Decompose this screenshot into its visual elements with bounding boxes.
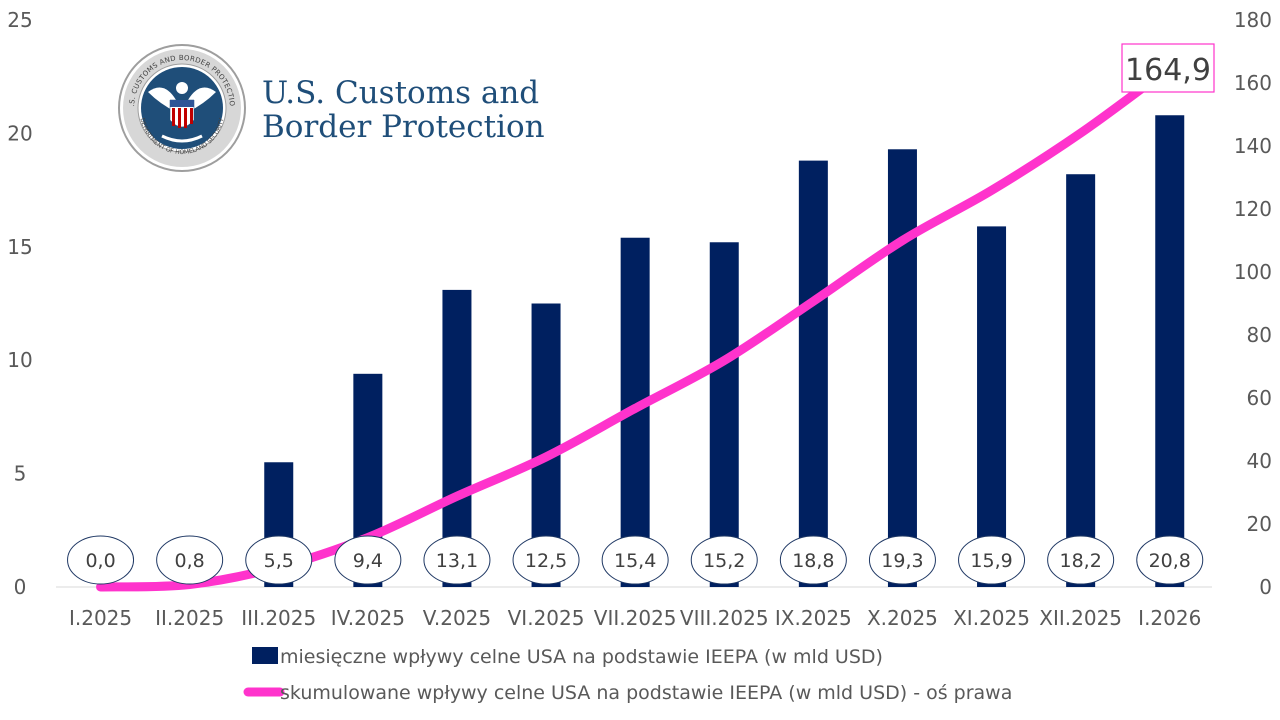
- data-label-bubble: [779, 535, 847, 585]
- data-label-text: 9,4: [353, 550, 383, 572]
- data-label-text: 18,2: [1059, 550, 1101, 572]
- data-label-bubble: [1047, 535, 1115, 585]
- right-axis-tick-label: 20: [1247, 512, 1272, 536]
- data-label-bubble: [67, 535, 135, 585]
- data-label-text: 20,8: [1149, 550, 1191, 572]
- right-axis-tick-label: 40: [1247, 449, 1272, 473]
- category-label: IX.2025: [775, 606, 852, 630]
- data-label-bubble: [690, 535, 758, 585]
- data-label: 15,9: [958, 535, 1026, 585]
- category-label: VIII.2025: [680, 606, 769, 630]
- legend-label-bars: miesięczne wpływy celne USA na podstawie…: [280, 646, 883, 668]
- right-axis-tick-label: 180: [1234, 8, 1272, 32]
- data-label-text: 0,0: [85, 550, 115, 572]
- right-axis-tick-label: 0: [1259, 575, 1272, 599]
- category-label: I.2025: [69, 606, 132, 630]
- data-label-text: 15,4: [614, 550, 656, 572]
- cumulative-callout: 164,9: [1121, 43, 1215, 93]
- left-axis-tick-label: 0: [14, 575, 27, 599]
- data-label-bubble: [245, 535, 313, 585]
- cbp-logo: U.S. CUSTOMS AND BORDER PROTECTION DEPAR…: [0, 0, 545, 172]
- data-label: 13,1: [423, 535, 491, 585]
- right-axis-tick-label: 80: [1247, 323, 1272, 347]
- data-label: 18,2: [1047, 535, 1115, 585]
- data-label-bubble: [423, 535, 491, 585]
- legend-swatch-bars: [252, 647, 278, 664]
- bar-data-labels: 0,0 0,8 5,5 9,4 13,1 12,5 15,4 15,2 18,8 19,3 15,9…: [67, 535, 1204, 585]
- data-label-bubble: [1136, 535, 1204, 585]
- data-label-bubble: [512, 535, 580, 585]
- right-axis-tick-label: 160: [1234, 71, 1272, 95]
- left-axis-tick-label: 20: [7, 121, 32, 145]
- data-label-bubble: [868, 535, 936, 585]
- bar: [887, 149, 917, 587]
- callout-box: [1121, 43, 1215, 93]
- bar-series: [175, 115, 1185, 588]
- cbp-seal-icon: U.S. CUSTOMS AND BORDER PROTECTION DEPAR…: [0, 0, 246, 172]
- data-label-bubble: [601, 535, 669, 585]
- data-label: 20,8: [1136, 535, 1204, 585]
- category-label: XII.2025: [1039, 606, 1122, 630]
- logo-title-line2: Border Protection: [262, 109, 545, 145]
- data-label: 19,3: [868, 535, 936, 585]
- data-label-bubble: [958, 535, 1026, 585]
- category-label: VI.2025: [508, 606, 585, 630]
- left-axis-tick-label: 15: [7, 235, 32, 259]
- category-label: XI.2025: [953, 606, 1030, 630]
- category-label: IV.2025: [331, 606, 405, 630]
- right-axis-tick-label: 100: [1234, 260, 1272, 284]
- category-label: I.2026: [1138, 606, 1201, 630]
- bar: [1066, 174, 1096, 587]
- data-label: 0,0: [67, 535, 135, 585]
- category-label: II.2025: [155, 606, 224, 630]
- data-label-bubble: [334, 535, 402, 585]
- left-axis-tick-label: 25: [7, 8, 32, 32]
- data-label: 18,8: [779, 535, 847, 585]
- legend-label-line: skumulowane wpływy celne USA na podstawi…: [280, 682, 1012, 704]
- category-axis-labels: I.2025 II.2025 III.2025 IV.2025 V.2025 VI.202…: [69, 606, 1201, 630]
- legend-item-bars: miesięczne wpływy celne USA na podstawie…: [252, 646, 883, 668]
- data-label-text: 5,5: [264, 550, 294, 572]
- category-label: V.2025: [423, 606, 491, 630]
- data-label: 5,5: [245, 535, 313, 585]
- right-axis-tick-label: 140: [1234, 134, 1272, 158]
- data-label: 15,4: [601, 535, 669, 585]
- bar: [798, 160, 828, 587]
- data-label-text: 15,2: [703, 550, 745, 572]
- data-label: 9,4: [334, 535, 402, 585]
- data-label: 15,2: [690, 535, 758, 585]
- bar: [977, 226, 1007, 587]
- callout-label: 164,9: [1125, 53, 1211, 88]
- data-label: 0,8: [156, 535, 224, 585]
- bar: [709, 242, 739, 587]
- legend: miesięczne wpływy celne USA na podstawie…: [243, 646, 1012, 704]
- legend-item-line: skumulowane wpływy celne USA na podstawi…: [243, 682, 1012, 704]
- right-axis: 0 20 40 60 80 100 120 140 160 180: [1234, 8, 1272, 599]
- data-label-text: 0,8: [175, 550, 205, 572]
- data-label-text: 18,8: [792, 550, 834, 572]
- data-label-text: 15,9: [970, 550, 1012, 572]
- category-label: III.2025: [241, 606, 316, 630]
- left-axis-tick-label: 10: [7, 348, 32, 372]
- left-axis-tick-label: 5: [14, 462, 27, 486]
- category-label: VII.2025: [594, 606, 677, 630]
- right-axis-tick-label: 60: [1247, 386, 1272, 410]
- data-label-bubble: [156, 535, 224, 585]
- data-label: 12,5: [512, 535, 580, 585]
- left-axis: 0 5 10 15 20 25: [7, 8, 32, 599]
- bar: [1155, 115, 1185, 588]
- data-label-text: 19,3: [881, 550, 923, 572]
- data-label-text: 13,1: [436, 550, 478, 572]
- category-label: X.2025: [867, 606, 938, 630]
- right-axis-tick-label: 120: [1234, 197, 1272, 221]
- logo-title-line1: U.S. Customs and: [262, 75, 539, 111]
- data-label-text: 12,5: [525, 550, 567, 572]
